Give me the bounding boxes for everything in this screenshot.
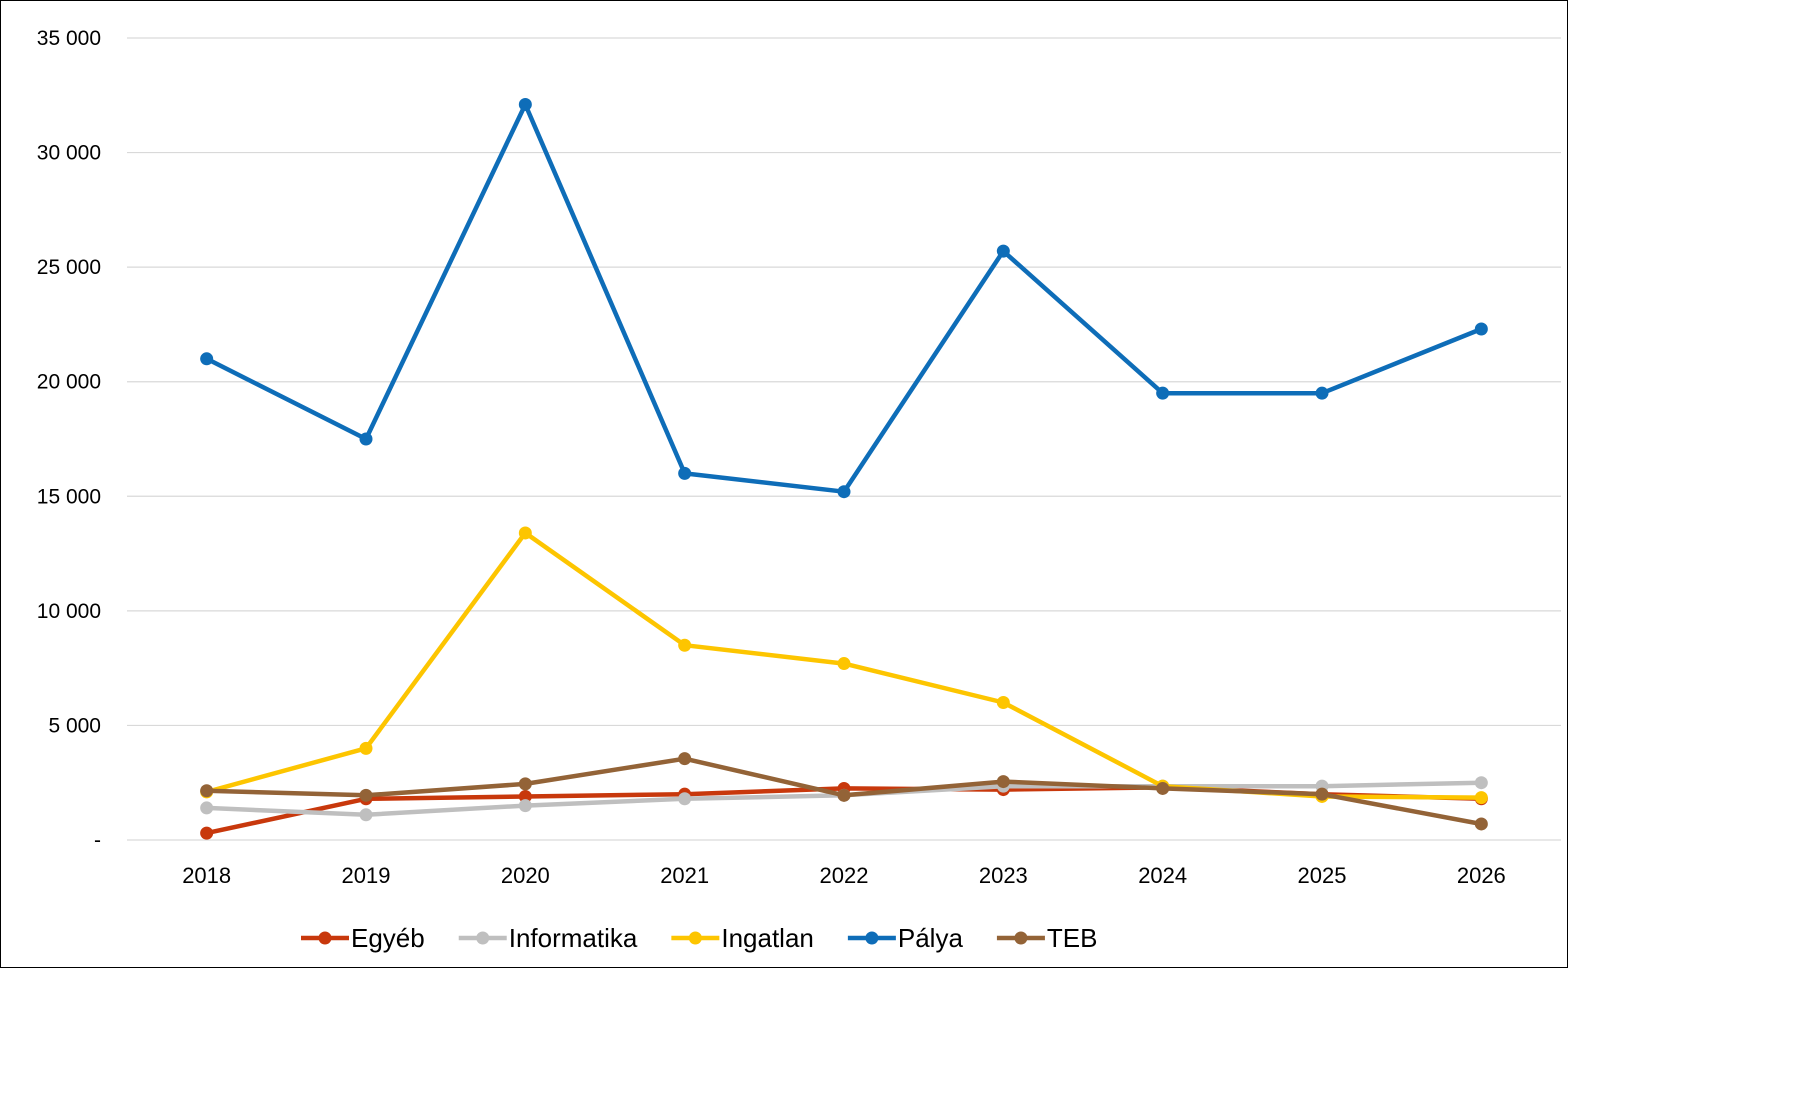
legend-marker	[1014, 931, 1028, 945]
x-tick-label: 2022	[820, 863, 869, 888]
data-point	[837, 788, 851, 802]
legend-label: Informatika	[509, 923, 638, 953]
data-point	[200, 801, 214, 815]
data-point	[518, 789, 532, 803]
data-point	[1474, 776, 1488, 790]
data-point	[996, 775, 1010, 789]
x-tick-label: 2025	[1298, 863, 1347, 888]
data-point	[359, 741, 373, 755]
legend-item-informatika: Informatika	[458, 923, 638, 953]
x-tick-label: 2019	[342, 863, 391, 888]
data-point	[359, 432, 373, 446]
data-point	[359, 808, 373, 822]
data-point	[518, 526, 532, 540]
data-point	[200, 352, 214, 366]
series-lines	[200, 97, 1488, 840]
x-tick-label: 2023	[979, 863, 1028, 888]
data-point	[837, 657, 851, 671]
y-tick-label: 10 000	[37, 600, 101, 623]
legend-label: TEB	[1047, 923, 1098, 953]
data-point	[1474, 817, 1488, 831]
x-tick-label: 2020	[501, 863, 550, 888]
data-point	[1474, 322, 1488, 336]
data-point	[1315, 386, 1329, 400]
x-tick-label: 2024	[1138, 863, 1187, 888]
data-point	[1315, 787, 1329, 801]
data-point	[359, 788, 373, 802]
y-tick-label: 30 000	[37, 142, 101, 165]
legend-label: Pálya	[898, 923, 964, 953]
data-point	[1156, 781, 1170, 795]
data-point	[1474, 791, 1488, 805]
legend-label: Egyéb	[351, 923, 425, 953]
series-line-palya	[204, 102, 1484, 494]
series-palya	[200, 97, 1488, 499]
data-point	[996, 244, 1010, 258]
x-tick-label: 2021	[660, 863, 709, 888]
legend-marker	[865, 931, 879, 945]
legend-item-palya: Pálya	[847, 923, 964, 953]
x-tick-label: 2018	[182, 863, 231, 888]
legend-marker	[476, 931, 490, 945]
legend-marker	[318, 931, 332, 945]
data-point	[518, 777, 532, 791]
data-point	[200, 826, 214, 840]
x-axis-tick-labels: 2018 2019 2020 2021 2022 2023 2024 2025 2026	[182, 863, 1506, 888]
series-teb	[200, 752, 1488, 831]
data-point	[996, 696, 1010, 710]
legend-marker	[688, 931, 702, 945]
y-tick-label: 35 000	[37, 27, 101, 50]
data-point	[200, 784, 214, 798]
line-chart: - 5 000 10 000 15 000 20 000 25 000 30 000 35 0…	[37, 27, 1561, 953]
legend-item-ingatlan: Ingatlan	[671, 923, 814, 953]
series-ingatlan	[200, 526, 1488, 805]
y-tick-label: -	[94, 829, 101, 852]
data-point	[518, 799, 532, 813]
y-tick-label: 25 000	[37, 256, 101, 279]
legend-label: Ingatlan	[721, 923, 814, 953]
chart-frame: - 5 000 10 000 15 000 20 000 25 000 30 000 35 0…	[0, 0, 1568, 968]
data-point	[518, 97, 532, 111]
data-point	[1156, 386, 1170, 400]
y-tick-label: 15 000	[37, 485, 101, 508]
data-point	[678, 792, 692, 806]
gridlines	[127, 37, 1561, 841]
y-axis-tick-labels: - 5 000 10 000 15 000 20 000 25 000 30 000 35 0…	[37, 27, 101, 852]
data-point	[678, 466, 692, 480]
data-point	[837, 485, 851, 499]
x-tick-label: 2026	[1457, 863, 1506, 888]
legend: Egyéb Informatika Ingatlan Pálya TEB	[301, 923, 1098, 953]
legend-item-egyeb: Egyéb	[301, 923, 425, 953]
y-tick-label: 20 000	[37, 371, 101, 394]
y-tick-label: 5 000	[48, 714, 101, 737]
legend-item-teb: TEB	[996, 923, 1098, 953]
data-point	[678, 638, 692, 652]
data-point	[678, 752, 692, 766]
